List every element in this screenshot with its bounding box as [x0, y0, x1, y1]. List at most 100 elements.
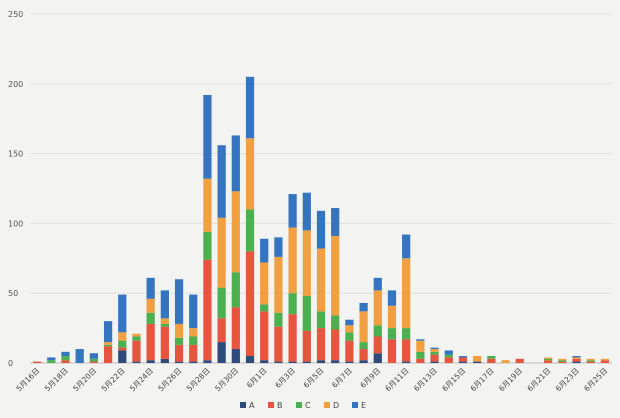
x-tick-label: 6月21日	[525, 366, 552, 393]
bar-segment-e	[402, 234, 411, 259]
bar-segment-a	[331, 360, 340, 363]
bar-segment-c	[245, 209, 255, 252]
bar-segment-c	[430, 351, 439, 355]
bar-segment-e	[103, 321, 113, 343]
bar-segment-d	[316, 248, 326, 312]
bar-segment-b	[345, 340, 354, 362]
x-tick-label: 6月1日	[245, 366, 269, 390]
bar-segment-c	[586, 360, 595, 362]
x-tick-label: 5月28日	[185, 366, 212, 393]
bar-segment-a	[260, 360, 269, 363]
bar-segment-b	[487, 358, 496, 363]
bar-segment-c	[345, 332, 354, 341]
legend-swatch	[324, 402, 330, 408]
legend-label: C	[305, 401, 311, 410]
x-tick-label: 5月30日	[213, 366, 240, 393]
bar-segment-a	[132, 361, 141, 363]
bar-segment-c	[316, 311, 326, 329]
bar-segment-b	[160, 326, 169, 359]
x-axis-ticks: 5月16日 5月18日 5月20日 5月22日 5月24日 5月26日 5月28日 5月30日…	[14, 366, 609, 393]
bar-segment-b	[515, 358, 524, 363]
bar-segment-b	[61, 360, 70, 363]
legend-swatch	[268, 402, 274, 408]
bar-segment-d	[260, 262, 269, 305]
bar-segment-a	[189, 361, 198, 363]
bar-segment-e	[160, 290, 169, 319]
bar-segment-e	[345, 319, 354, 326]
bar-segment-d	[558, 358, 567, 361]
bar-segment-c	[331, 315, 340, 330]
bar-segment-b	[288, 314, 297, 362]
bar-segment-b	[586, 361, 595, 363]
bar-segment-b	[402, 339, 411, 362]
bar-segment-e	[245, 76, 255, 139]
bar-segment-d	[174, 323, 184, 338]
bar-segment-b	[458, 357, 468, 362]
bar-segment-d	[302, 230, 311, 296]
x-tick-label: 6月5日	[302, 366, 326, 390]
bar-segment-b	[302, 330, 311, 362]
bar-segment-d	[586, 358, 595, 361]
bar-segment-e	[146, 277, 155, 299]
bar-segment-e	[572, 356, 581, 358]
bar-segment-b	[245, 251, 255, 357]
bar-segment-b	[118, 347, 127, 351]
bar-segment-e	[331, 208, 340, 236]
bar-segment-e	[75, 349, 84, 363]
bar-segment-d	[274, 256, 283, 313]
bar-segment-a	[430, 361, 439, 363]
bar-segment-e	[444, 350, 453, 355]
bar-segment-c	[174, 337, 184, 345]
bar-segment-a	[288, 361, 297, 363]
bar-segment-e	[118, 294, 127, 333]
bar-segment-e	[260, 238, 269, 263]
bar-segment-a	[402, 361, 411, 363]
bar-segment-e	[302, 192, 311, 231]
x-tick-label: 6月7日	[330, 366, 354, 390]
bar-segment-d	[231, 191, 240, 273]
bar-segment-a	[373, 353, 382, 363]
bar-segment-b	[600, 360, 610, 363]
bar-segment-c	[146, 312, 155, 324]
bar-segment-c	[260, 304, 269, 312]
bar-segment-c	[61, 356, 70, 361]
bar-segment-e	[47, 357, 56, 361]
bar-segment-b	[430, 354, 439, 362]
bar-segment-c	[402, 328, 411, 340]
bar-segment-a	[274, 361, 283, 363]
bar-segment-e	[217, 145, 226, 218]
bar-segment-b	[189, 344, 198, 362]
bar-segment-a	[174, 361, 184, 363]
bar-segment-e	[174, 279, 184, 324]
y-tick-label: 50	[8, 289, 18, 298]
bar-segment-a	[146, 360, 155, 363]
bar-segment-e	[373, 277, 382, 291]
bar-segment-d	[217, 217, 226, 288]
bar-segment-a	[572, 361, 581, 363]
x-tick-label: 5月16日	[14, 366, 41, 393]
bar-segment-b	[558, 361, 567, 363]
legend-swatch	[296, 402, 302, 408]
bar-segment-d	[600, 358, 610, 361]
bar-segment-b	[174, 344, 184, 362]
bar-segment-b	[89, 361, 98, 363]
bar-segment-a	[345, 361, 354, 363]
bar-segment-b	[416, 358, 425, 363]
bar-segment-e	[61, 351, 70, 357]
x-tick-label: 6月25日	[582, 366, 609, 393]
bar-segment-a	[473, 361, 482, 363]
bar-segment-c	[387, 328, 397, 340]
bar-segment-d	[132, 333, 141, 337]
bar-segment-e	[359, 302, 368, 312]
bar-segment-d	[430, 349, 439, 352]
bar-segment-c	[302, 295, 311, 331]
bar-segment-d	[331, 235, 340, 316]
bar-segment-e	[316, 210, 326, 249]
bar-segment-b	[146, 323, 155, 361]
bar-segment-e	[231, 135, 240, 192]
x-tick-label: 5月26日	[156, 366, 183, 393]
bar-segment-d	[189, 328, 198, 337]
x-tick-label: 6月23日	[554, 366, 581, 393]
x-tick-label: 5月22日	[100, 366, 127, 393]
